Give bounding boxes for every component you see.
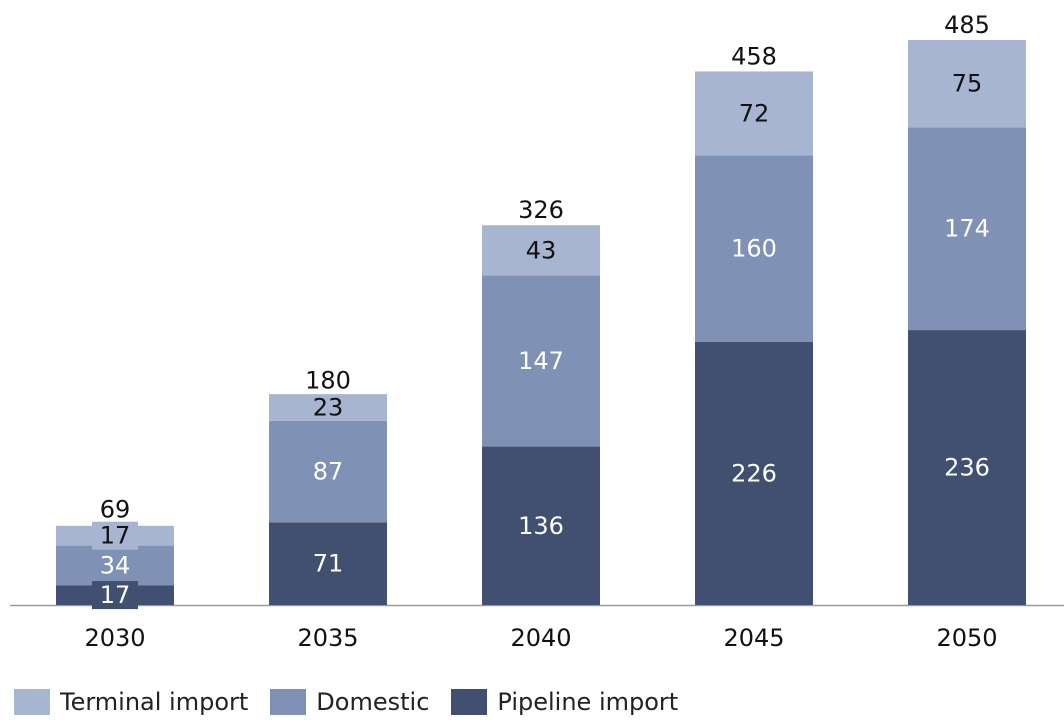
- bar-pipeline-import-2035: [269, 522, 387, 605]
- data-label: 72: [739, 99, 770, 127]
- legend-item: Pipeline import: [451, 688, 678, 716]
- legend-swatch: [14, 689, 50, 715]
- data-label-box: [92, 551, 138, 580]
- legend-label: Pipeline import: [497, 688, 679, 716]
- legend-item: Domestic: [270, 688, 429, 716]
- data-label: 23: [313, 394, 344, 422]
- data-label: 236: [944, 454, 990, 482]
- legend-item: Terminal import: [14, 688, 248, 716]
- data-label: 136: [518, 512, 564, 540]
- x-tick-label: 2045: [723, 624, 784, 652]
- bar-terminal-import-2045: [695, 71, 813, 156]
- data-label: 17: [100, 522, 131, 550]
- bar-domestic-2050: [908, 127, 1026, 331]
- bar-domestic-2035: [269, 420, 387, 523]
- legend-label: Terminal import: [60, 688, 249, 716]
- total-label: 485: [944, 11, 990, 39]
- data-label: 160: [731, 235, 777, 263]
- legend: Terminal import Domestic Pipeline import: [14, 684, 700, 720]
- bar-terminal-import-2050: [908, 40, 1026, 128]
- data-label: 147: [518, 347, 564, 375]
- total-label: 458: [731, 42, 777, 70]
- bar-pipeline-import-2040: [482, 446, 600, 605]
- data-label: 34: [100, 551, 131, 579]
- x-tick-label: 2030: [84, 624, 145, 652]
- bar-domestic-2045: [695, 155, 813, 342]
- legend-label: Domestic: [316, 688, 430, 716]
- data-label: 174: [944, 215, 990, 243]
- data-label: 87: [313, 458, 344, 486]
- total-label: 326: [518, 196, 564, 224]
- legend-swatch: [270, 689, 307, 715]
- x-tick-label: 2050: [936, 624, 997, 652]
- x-tick-label: 2035: [297, 624, 358, 652]
- x-tick-label: 2040: [510, 624, 571, 652]
- bar-terminal-import-2040: [482, 225, 600, 276]
- data-label-box: [92, 581, 138, 610]
- total-label: 180: [305, 366, 351, 394]
- legend-swatch: [451, 689, 488, 715]
- data-label: 75: [952, 70, 983, 98]
- bar-domestic-2040: [482, 275, 600, 447]
- total-label: 69: [100, 496, 131, 524]
- bar-pipeline-import-2045: [695, 341, 813, 605]
- data-label: 71: [313, 550, 344, 578]
- data-label: 43: [526, 236, 557, 264]
- bar-terminal-import-2035: [269, 394, 387, 421]
- data-label: 226: [731, 459, 777, 487]
- data-label-box: [92, 521, 138, 550]
- bar-pipeline-import-2050: [908, 330, 1026, 605]
- data-label: 17: [100, 581, 131, 609]
